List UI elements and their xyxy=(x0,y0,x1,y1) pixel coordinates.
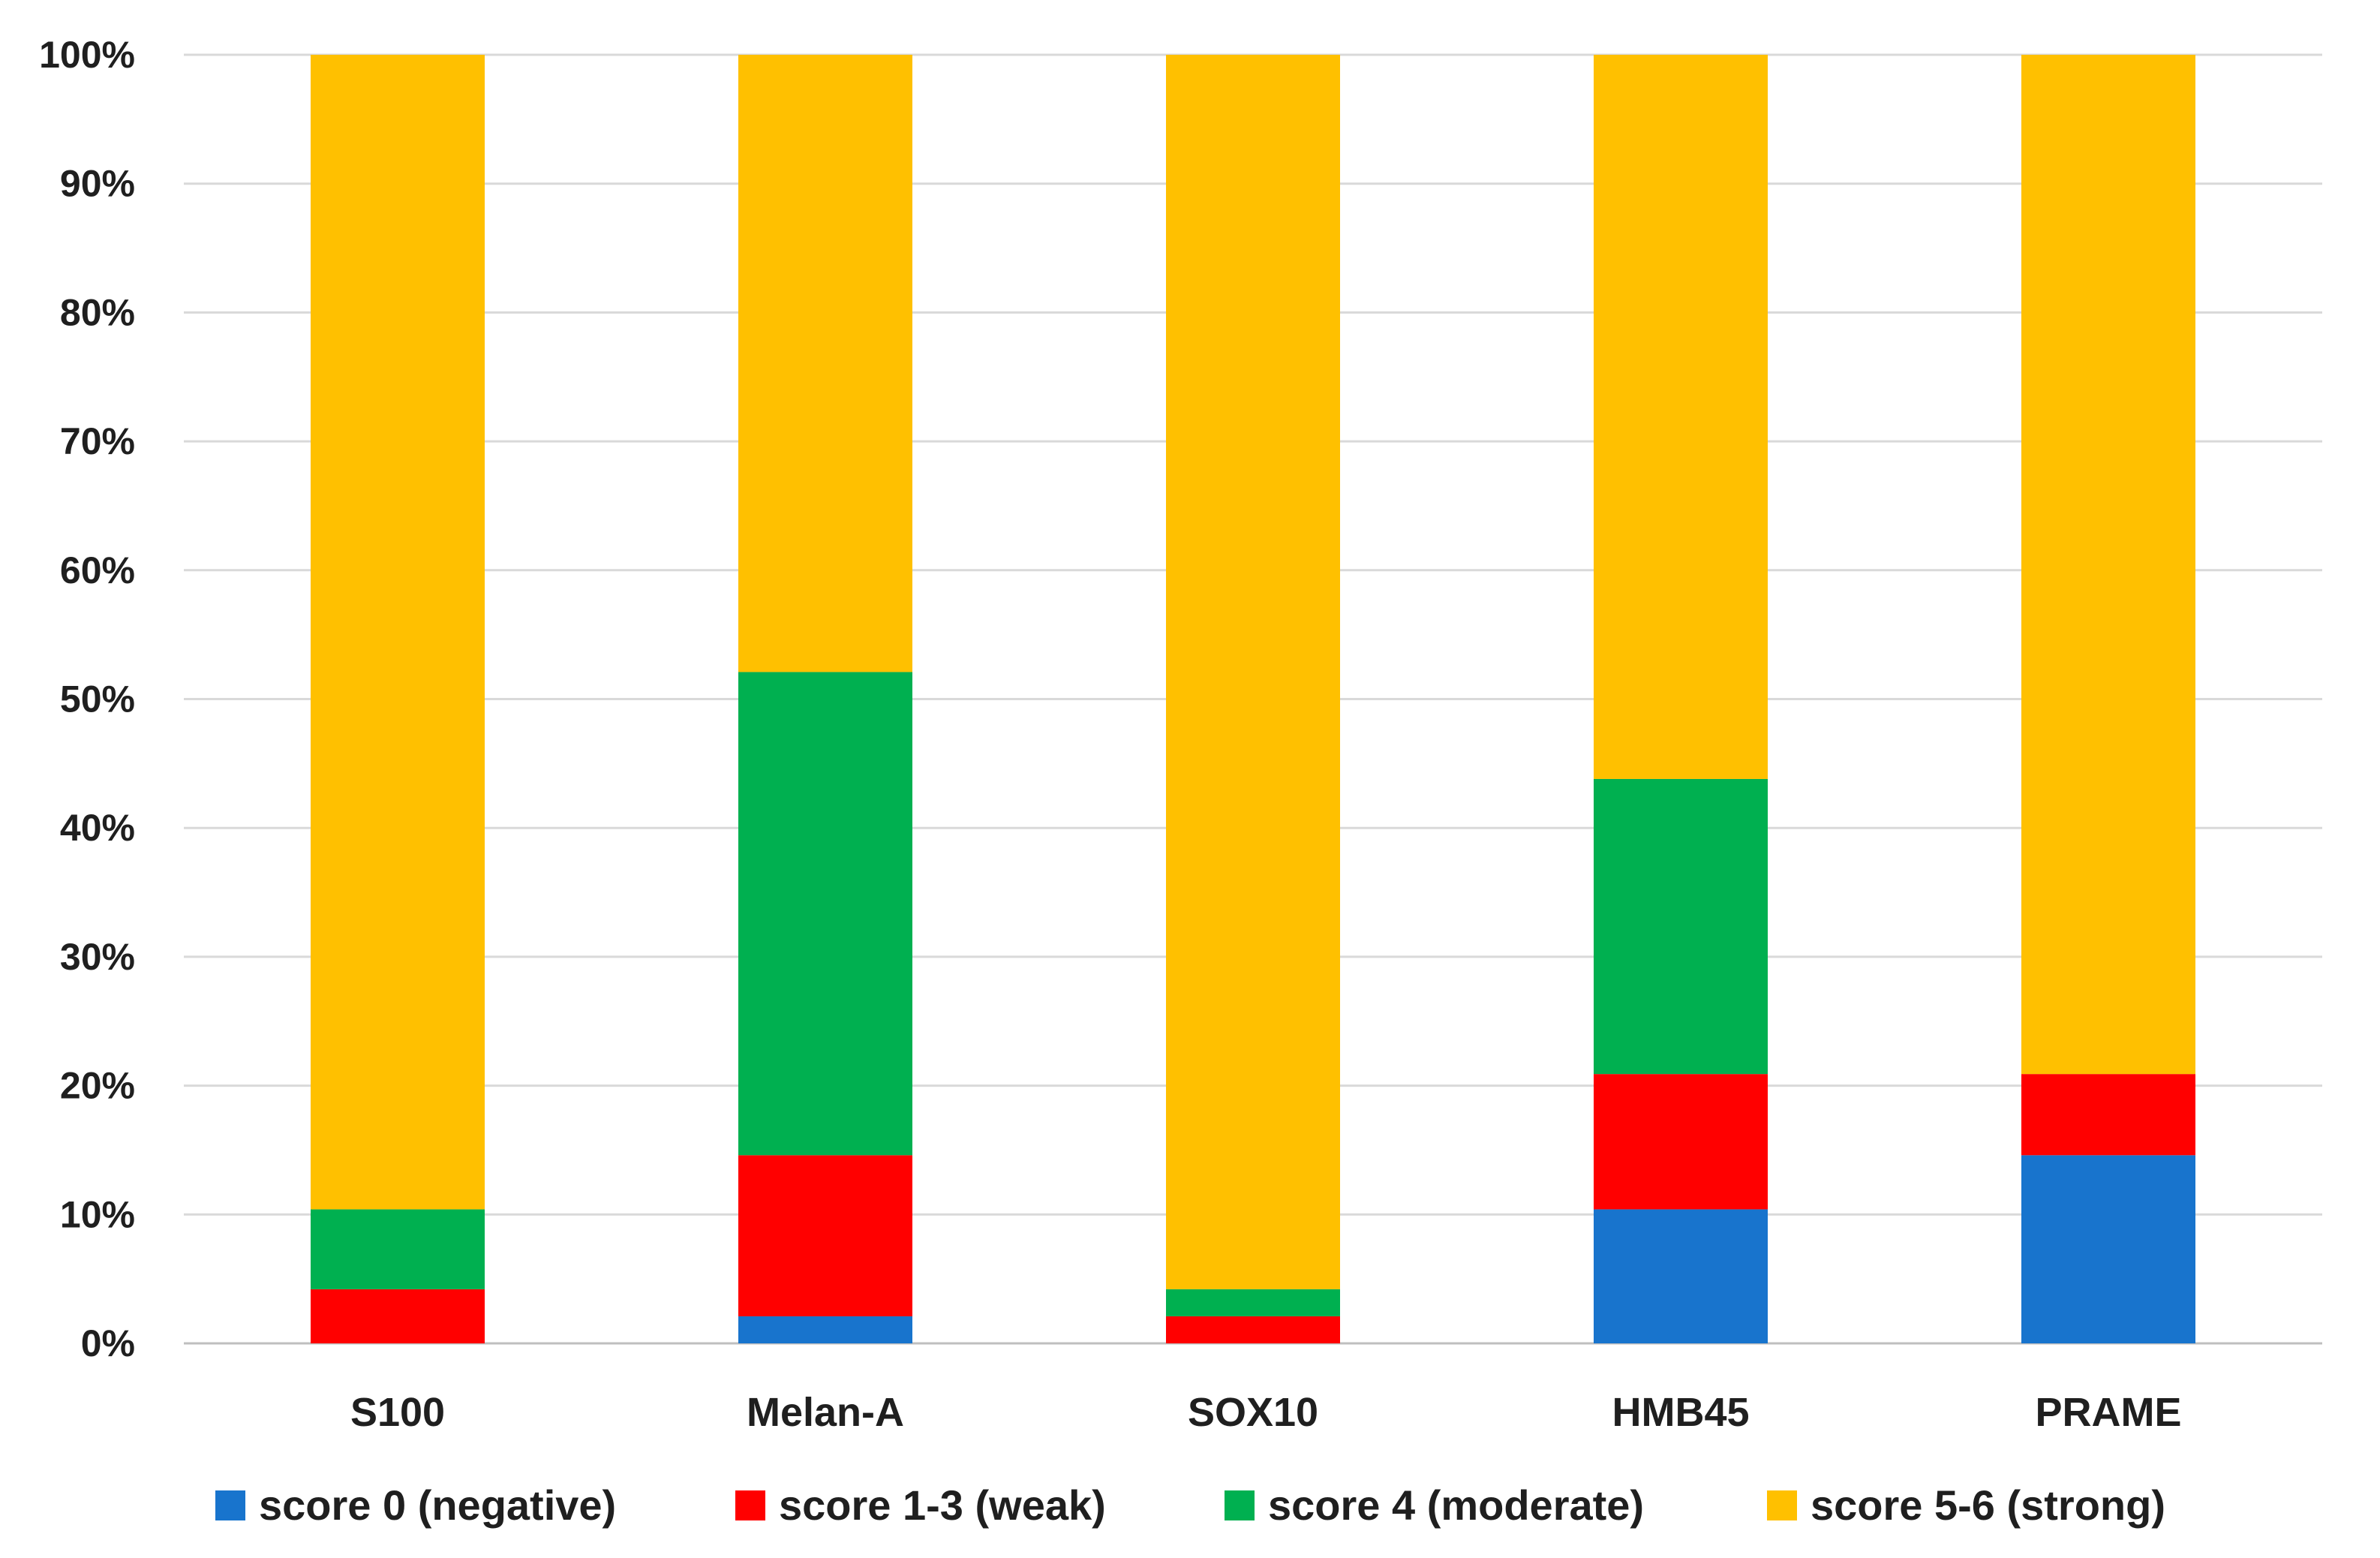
bar-segment xyxy=(1594,1074,1768,1210)
x-category-label: PRAME xyxy=(2035,1390,2181,1435)
legend-item: score 4 (moderate) xyxy=(1225,1481,1644,1529)
bars xyxy=(311,55,2195,1343)
legend-label: score 4 (moderate) xyxy=(1268,1481,1644,1529)
legend-label: score 1-3 (weak) xyxy=(779,1481,1106,1529)
y-tick-label: 50% xyxy=(60,678,135,720)
bar-segment xyxy=(311,1209,485,1289)
x-category-label: S100 xyxy=(350,1390,445,1435)
bar-segment xyxy=(1594,55,1768,779)
bar-segment xyxy=(738,672,912,1156)
y-axis-ticks: 0% 10% 20% 30% 40% 50% 60% 70% 80% 90% 100% xyxy=(39,34,135,1364)
legend-label: score 5-6 (strong) xyxy=(1811,1481,2165,1529)
y-tick-label: 60% xyxy=(60,549,135,591)
x-category-label: Melan-A xyxy=(747,1390,904,1435)
bar-segment xyxy=(311,1289,485,1343)
y-tick-label: 10% xyxy=(60,1193,135,1235)
y-tick-label: 100% xyxy=(39,34,135,76)
legend-swatch xyxy=(735,1490,765,1520)
bar-segment xyxy=(2021,55,2195,1075)
x-axis-categories: S100 Melan-A SOX10 HMB45 PRAME xyxy=(350,1390,2182,1435)
bar-segment xyxy=(738,55,912,672)
bar-segment xyxy=(738,1155,912,1316)
y-tick-label: 20% xyxy=(60,1065,135,1107)
x-category-label: SOX10 xyxy=(1188,1390,1318,1435)
y-tick-label: 80% xyxy=(60,291,135,333)
bar-segment xyxy=(2021,1155,2195,1343)
bar-segment xyxy=(1594,778,1768,1075)
bar-segment xyxy=(1166,1316,1340,1343)
bar-segment xyxy=(1594,1209,1768,1343)
y-tick-label: 0% xyxy=(81,1322,135,1364)
legend-item: score 5-6 (strong) xyxy=(1767,1481,2165,1529)
y-tick-label: 30% xyxy=(60,936,135,978)
bar-segment xyxy=(738,1316,912,1343)
legend: score 0 (negative) score 1-3 (weak) score … xyxy=(215,1481,2165,1529)
legend-swatch xyxy=(1767,1490,1797,1520)
y-tick-label: 40% xyxy=(60,807,135,849)
legend-item: score 1-3 (weak) xyxy=(735,1481,1106,1529)
legend-item: score 0 (negative) xyxy=(215,1481,616,1529)
x-category-label: HMB45 xyxy=(1612,1390,1749,1435)
y-tick-label: 90% xyxy=(60,163,135,205)
bar-segment xyxy=(2021,1074,2195,1156)
legend-swatch xyxy=(1225,1490,1255,1520)
legend-swatch xyxy=(215,1490,245,1520)
y-tick-label: 70% xyxy=(60,420,135,462)
bar-segment xyxy=(1166,1289,1340,1316)
legend-label: score 0 (negative) xyxy=(259,1481,616,1529)
bar-segment xyxy=(1166,55,1340,1289)
bar-segment xyxy=(311,55,485,1210)
